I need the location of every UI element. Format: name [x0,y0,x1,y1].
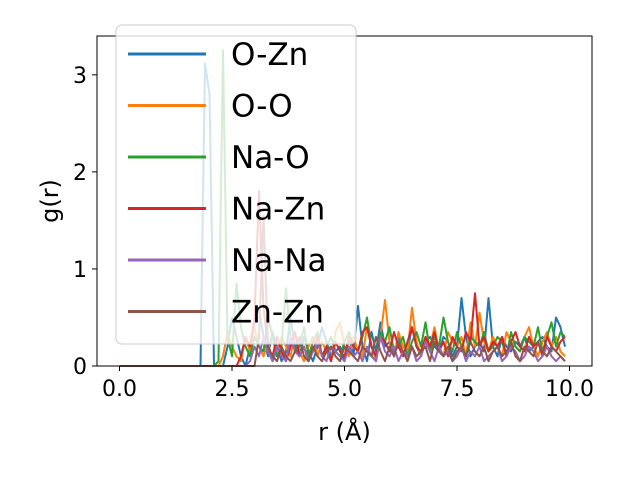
legend-label-na-o: Na-O [231,140,310,176]
legend-label-o-o: O-O [231,89,293,125]
y-tick-label: 3 [73,64,87,89]
legend-label-na-zn: Na-Zn [231,192,325,228]
y-tick-label: 1 [73,258,87,283]
x-axis-label: r (Å) [318,417,371,446]
y-axis: 0 1 2 3 [73,64,97,380]
legend-label-o-zn: O-Zn [231,37,308,73]
x-tick-label: 2.5 [215,377,250,402]
x-tick-label: 0.0 [102,377,137,402]
x-tick-label: 7.5 [440,377,475,402]
y-tick-label: 2 [73,161,87,186]
x-tick-label: 5.0 [327,377,362,402]
x-axis: 0.0 2.5 5.0 7.5 10.0 [102,366,594,402]
y-axis-label: g(r) [36,179,64,223]
x-tick-label: 10.0 [545,377,594,402]
legend: O-Zn O-O Na-O Na-Zn Na-Na Zn-Zn [115,24,357,345]
legend-label-zn-zn: Zn-Zn [231,295,324,331]
y-tick-label: 0 [73,355,87,380]
legend-label-na-na: Na-Na [231,243,327,279]
